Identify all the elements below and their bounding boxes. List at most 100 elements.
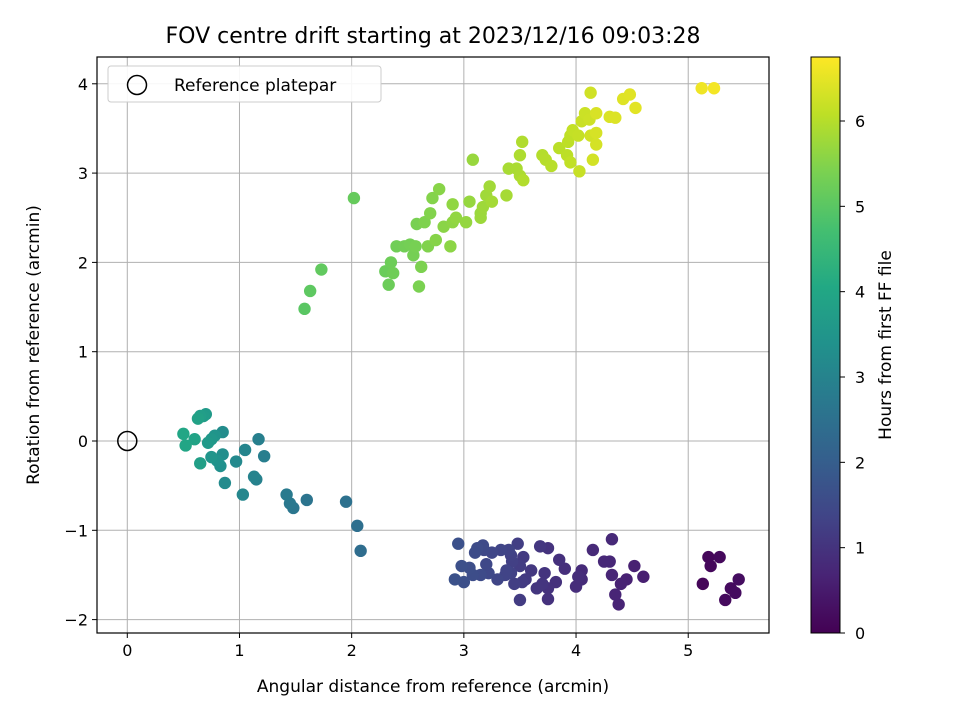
data-point [485, 195, 499, 208]
data-point [713, 550, 726, 564]
data-point [257, 449, 271, 463]
data-point [623, 88, 637, 101]
data-point [483, 180, 496, 193]
data-point [463, 195, 476, 208]
data-point [177, 427, 190, 441]
data-point [545, 159, 558, 173]
data-point [347, 191, 361, 205]
data-point [432, 182, 446, 196]
data-point [429, 233, 443, 247]
x-axis-label: Angular distance from reference (arcmin) [257, 677, 609, 697]
data-point [572, 129, 585, 142]
data-point [300, 493, 313, 507]
data-point [564, 156, 577, 169]
data-point [444, 240, 457, 253]
y-tick-label: 1 [78, 343, 88, 362]
data-point [252, 433, 265, 446]
data-point [637, 570, 650, 583]
data-point [386, 266, 400, 280]
data-point [704, 559, 717, 573]
data-point [218, 476, 232, 490]
data-point [612, 598, 625, 611]
data-point [426, 191, 439, 205]
data-point [590, 138, 603, 151]
data-point [605, 568, 619, 582]
data-point [449, 211, 463, 224]
data-point [236, 488, 250, 501]
data-point [201, 436, 215, 449]
x-tick-label: 0 [122, 641, 132, 660]
data-point [412, 280, 426, 293]
data-point [597, 555, 611, 568]
data-point [614, 577, 628, 591]
data-point [315, 263, 328, 276]
y-tick-label: −2 [64, 611, 88, 630]
data-point [590, 126, 603, 140]
legend-box [107, 65, 382, 103]
y-tick-label: 2 [78, 253, 88, 272]
colorbar-label: Hours from first FF file [876, 250, 896, 440]
chart-title: FOV centre drift starting at 2023/12/16 … [166, 24, 701, 49]
x-tick-label: 3 [459, 641, 469, 660]
data-point [448, 573, 462, 586]
data-point [351, 519, 364, 533]
data-point [515, 135, 529, 149]
data-point [247, 470, 261, 483]
data-point [500, 189, 513, 202]
data-point [446, 198, 459, 211]
data-point [455, 559, 468, 573]
data-point [466, 153, 480, 166]
data-point [511, 537, 524, 550]
colorbar-tick-label: 1 [855, 539, 865, 558]
data-point [530, 582, 543, 595]
y-tick-label: 4 [78, 75, 88, 94]
data-point [418, 216, 431, 229]
data-point [474, 211, 487, 224]
data-point [517, 174, 530, 187]
data-point [303, 284, 317, 298]
x-tick-label: 5 [683, 641, 693, 660]
x-tick-label: 1 [234, 641, 244, 660]
data-point [609, 588, 622, 601]
data-point [513, 149, 527, 162]
data-point [572, 570, 585, 583]
data-point [605, 533, 619, 546]
data-point [415, 260, 428, 274]
x-tick-label: 4 [571, 641, 581, 660]
data-point [538, 566, 551, 580]
data-point [409, 240, 422, 253]
data-point [354, 544, 367, 558]
colorbar-tick-label: 3 [855, 368, 865, 387]
colorbar-tick-label: 4 [855, 283, 865, 302]
plot-area: 0 1 2 3 4 5 −2 −1 0 1 2 3 4 Reference platepar [64, 56, 770, 660]
colorbar-tick-label: 5 [855, 197, 865, 216]
data-point [629, 101, 642, 115]
data-point [179, 439, 192, 452]
data-point [584, 86, 597, 99]
data-point [541, 592, 555, 606]
data-point [238, 443, 252, 457]
data-point [298, 302, 311, 316]
x-axis-ticks: 0 1 2 3 4 5 [122, 633, 693, 660]
data-point [586, 543, 600, 557]
colorbar-tick-label: 6 [855, 112, 865, 131]
data-point [524, 564, 538, 577]
data-point [513, 593, 527, 607]
legend: Reference platepar [107, 65, 382, 103]
data-point [194, 457, 207, 470]
data-point [553, 553, 566, 566]
data-point [191, 412, 205, 425]
y-axis-ticks: −2 −1 0 1 2 3 4 [64, 75, 97, 630]
grid-lines [97, 57, 769, 633]
data-point [609, 111, 622, 124]
colorbar-tick-label: 0 [855, 624, 865, 643]
data-point [558, 562, 572, 575]
data-point [628, 559, 641, 573]
data-point [491, 573, 504, 586]
data-point [229, 455, 243, 468]
data-point [553, 141, 566, 155]
data-point [508, 577, 521, 591]
y-tick-label: 0 [78, 432, 88, 451]
reference-point-marker [117, 430, 138, 452]
legend-marker [126, 74, 148, 96]
